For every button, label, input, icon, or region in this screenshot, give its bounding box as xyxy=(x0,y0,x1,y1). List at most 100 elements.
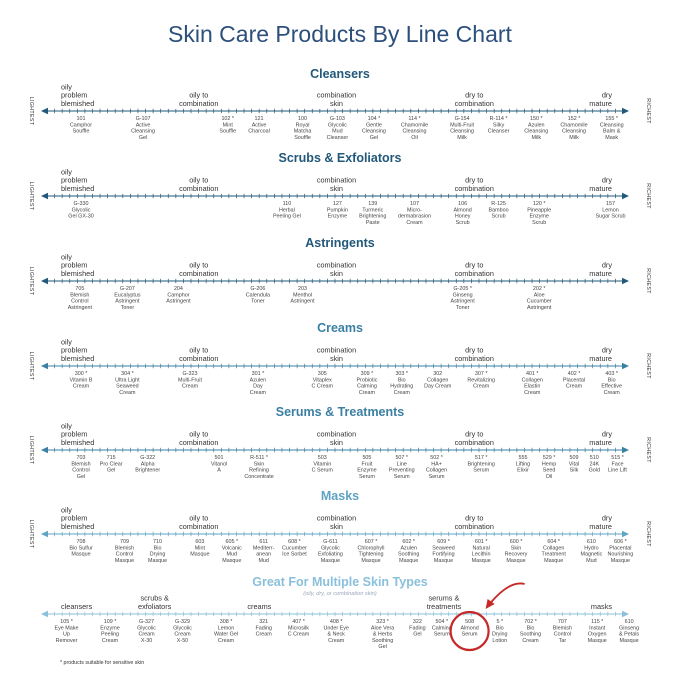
product-label: 507 * Line Preventing Serum xyxy=(389,455,415,480)
skin-type-label: oily problem blemished xyxy=(61,505,94,531)
product-label: 715 Pro Clear Gel xyxy=(100,455,123,474)
section-0: Cleansers oily problem blemished oily to comb… xyxy=(28,67,651,141)
product-label: 610 Hydro Magnetic Mud xyxy=(580,539,602,564)
skin-type-label: combination skin xyxy=(317,176,356,193)
lightest-label: LIGHTEST xyxy=(28,352,34,381)
richest-label: RICHEST xyxy=(645,521,651,547)
section-title: Cleansers xyxy=(310,67,370,81)
skin-type-label: oily to combination xyxy=(179,176,218,193)
product-label: 301 * Azulen Day Cream xyxy=(250,371,267,396)
product-label: 605 * Volcanic Mud Masque xyxy=(222,539,242,564)
skin-type-label: combination skin xyxy=(317,514,356,531)
highlight-circle xyxy=(449,610,490,652)
product-label: 139 Turmeric Brightening Paste xyxy=(359,201,386,226)
richest-label: RICHEST xyxy=(645,98,651,124)
product-label: R-511 * Skin Refining Concentrate xyxy=(244,455,273,480)
skin-type-label: dry mature xyxy=(589,91,612,108)
product-label: 121 Active Charcoal xyxy=(248,116,270,135)
skin-type-label: dry to combination xyxy=(455,176,494,193)
arrow-left-icon xyxy=(41,192,48,200)
product-label: 308 * Lemon Water Gel Cream xyxy=(214,619,238,644)
highlight-arrow-head-icon xyxy=(485,599,495,609)
product-label: 608 * Cucumber Ice Sorbet xyxy=(282,539,307,558)
product-label: 105 * Eye Make Up Remover xyxy=(55,619,79,644)
richest-label: RICHEST xyxy=(645,353,651,379)
section-title: Astringents xyxy=(305,236,375,250)
section-title: Great For Multiple Skin Types xyxy=(252,575,428,589)
product-label: 705 Blemish Control Astringent xyxy=(68,286,93,311)
product-label: G-207 Eucalyptus Astringent Toner xyxy=(114,286,141,311)
product-label: 120 * Pineapple Enzyme Scrub xyxy=(527,201,551,226)
richest-label: RICHEST xyxy=(645,437,651,463)
product-label: 603 Mint Masque xyxy=(190,539,209,558)
footnote: * products suitable for sensitive skin xyxy=(60,660,144,666)
product-label: 402 * Placental Cream xyxy=(563,371,585,390)
skin-type-label: dry to combination xyxy=(455,514,494,531)
product-label: 204 Camphor Astringent xyxy=(166,286,191,305)
product-label: G-330 Glycolic Gel GX-30 xyxy=(68,201,93,220)
skin-type-label: combination skin xyxy=(317,91,356,108)
product-label: 110 Herbal Peeling Gel xyxy=(273,201,301,220)
product-label: 606 * Placental Nourishing Masque xyxy=(608,539,634,564)
product-label: 610 Ginseng & Petals Masque xyxy=(619,619,639,644)
skin-type-label: oily problem blemished xyxy=(61,82,94,108)
product-label: 600 * Skin Recovery Masque xyxy=(505,539,528,564)
skin-type-label: masks xyxy=(591,602,612,611)
product-label: R-125 Bamboo Scrub xyxy=(489,201,509,220)
product-label: 609 * Seaweed Fortifying Masque xyxy=(432,539,454,564)
product-label: G-107 Active Cleansing Gel xyxy=(131,116,155,141)
product-label: 304 * Ultra Light Seaweed Cream xyxy=(115,371,140,396)
product-label: 710 Bio Drying Masque xyxy=(148,539,167,564)
product-label: 114 * Chamomile Cleansing Oil xyxy=(401,116,428,141)
lightest-label: LIGHTEST xyxy=(28,267,34,296)
skin-type-label: dry mature xyxy=(589,430,612,447)
product-label: G-329 Glycolic Cream X-50 xyxy=(173,619,192,644)
product-label: 502 * HA+ Collagen Serum xyxy=(426,455,447,480)
skin-type-label: scrubs & exfoliators xyxy=(138,594,172,611)
skin-type-label: serums & treatments xyxy=(427,594,462,611)
arrow-right-icon xyxy=(622,107,629,115)
skin-type-label: oily to combination xyxy=(179,91,218,108)
skin-type-label: oily problem blemished xyxy=(61,252,94,278)
product-label: 157 Lemon Sugar Scrub xyxy=(596,201,626,220)
skin-type-label: combination skin xyxy=(317,346,356,363)
product-label: G-103 Glycolic Mud Cleanser xyxy=(327,116,349,141)
arrow-left-icon xyxy=(41,362,48,370)
product-label: 510 24K Gold xyxy=(589,455,600,474)
skin-type-label: dry to combination xyxy=(455,346,494,363)
skin-type-label: combination skin xyxy=(317,261,356,278)
product-label: 517 * Brightening Serum xyxy=(468,455,495,474)
skin-type-label: dry mature xyxy=(589,346,612,363)
product-label: 508 Almond Serum xyxy=(460,619,478,638)
section-5: Masks oily problem blemished oily to combinat… xyxy=(28,489,651,564)
product-label: 555 Lifting Elixir xyxy=(516,455,530,474)
product-label: 322 Fading Gel xyxy=(409,619,425,638)
skin-type-label: oily problem blemished xyxy=(61,421,94,447)
section-subtitle: (oily, dry, or combination skin) xyxy=(303,591,377,597)
section-title: Scrubs & Exfoliators xyxy=(279,151,402,165)
product-label: G-323 Multi-Fruit Cream xyxy=(178,371,202,390)
product-label: 302 Collagen Day Cream xyxy=(424,371,452,390)
skin-type-label: oily to combination xyxy=(179,430,218,447)
section-6: Great For Multiple Skin Types (oily, dry,… xyxy=(41,575,639,652)
product-label: 300 * Vitamin B Cream xyxy=(70,371,93,390)
product-label: G-206 Calendula Toner xyxy=(246,286,270,305)
arrow-right-icon xyxy=(622,610,629,618)
product-label: 101 Camphor Souffle xyxy=(70,116,92,135)
skin-type-label: oily to combination xyxy=(179,346,218,363)
product-label: 709 Blemish Control Masque xyxy=(115,539,134,564)
section-2: Astringents oily problem blemished oily to co… xyxy=(28,236,651,311)
skin-type-label: oily problem blemished xyxy=(61,337,94,363)
section-4: Serums & Treatments oily problem blemished o… xyxy=(28,405,651,480)
skin-type-label: cleansers xyxy=(61,602,93,611)
arrow-left-icon xyxy=(41,277,48,285)
lightest-label: LIGHTEST xyxy=(28,97,34,126)
product-label: 708 Bio Sulfur Masque xyxy=(69,539,93,558)
richest-label: RICHEST xyxy=(645,183,651,209)
product-label: G-611 Glycolic Exfoliating Masque xyxy=(318,539,343,564)
skin-type-label: oily problem blemished xyxy=(61,167,94,193)
product-label: G-154 Multi-Fruit Cleansing Milk xyxy=(450,116,474,141)
highlight-arrow xyxy=(488,582,525,605)
skin-type-label: dry to combination xyxy=(455,430,494,447)
